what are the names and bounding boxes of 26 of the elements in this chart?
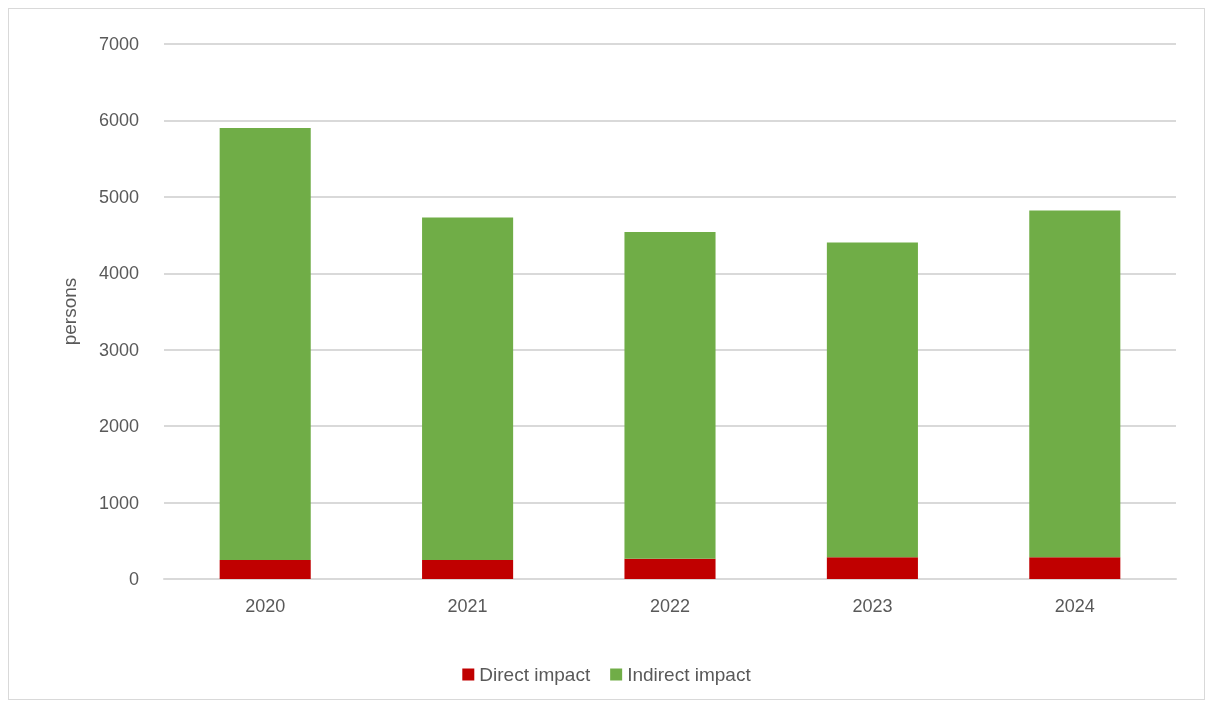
x-tick-label: 2022 [649, 596, 691, 616]
y-tick-label: 4000 [98, 263, 139, 284]
bar [624, 232, 716, 559]
bar [219, 559, 311, 579]
bar [422, 217, 514, 560]
x-tick-label: 2020 [245, 596, 286, 616]
legend-label: Indirect impact [627, 664, 752, 685]
legend-label: Direct impact [479, 664, 591, 685]
y-tick-label: 2000 [98, 416, 139, 437]
y-tick-label: 7000 [98, 34, 139, 54]
y-tick-label: 1000 [98, 492, 139, 513]
bar [422, 559, 514, 579]
y-tick-label: 3000 [98, 339, 139, 360]
y-tick-label: 5000 [98, 186, 139, 207]
y-axis-title: persons [59, 277, 80, 346]
bar [1029, 557, 1121, 579]
x-tick-label: 2021 [447, 596, 488, 616]
y-tick-label: 0 [128, 569, 139, 589]
bar [219, 128, 311, 560]
x-tick-label: 2024 [1054, 596, 1095, 616]
bar [826, 557, 918, 579]
x-tick-label: 2023 [852, 596, 893, 616]
bar [826, 242, 918, 558]
bar [624, 558, 716, 579]
bar [1029, 210, 1121, 558]
y-tick-label: 6000 [98, 110, 139, 131]
